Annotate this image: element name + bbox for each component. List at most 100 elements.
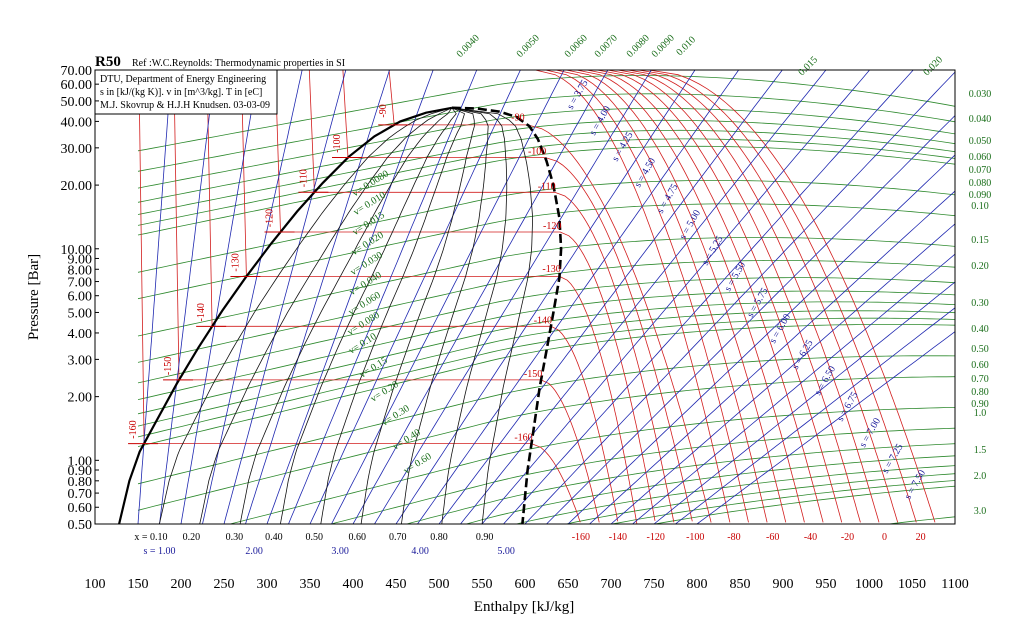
volume-label-right: 0.40: [971, 324, 989, 335]
volume-label-right: 0.15: [971, 235, 989, 246]
temperature-label: -160: [572, 532, 590, 543]
entropy-label: 4.00: [411, 546, 429, 557]
entropy-label: 3.00: [331, 546, 349, 557]
y-tick-label: 0.90: [68, 464, 93, 479]
x-tick-label: 950: [816, 577, 837, 592]
volume-curve: [137, 180, 955, 273]
volume-curve: [137, 324, 955, 447]
entropy-label-inside: s = 4.25: [610, 130, 636, 163]
isotherm-curve: [275, 70, 656, 521]
entropy-label-inside: s = 6.00: [768, 312, 794, 345]
volume-label-top: 0.0050: [515, 33, 542, 60]
y-tick-label: 20.00: [61, 179, 93, 194]
info-line-3: M.J. Skovrup & H.J.H Knudsen. 03-03-09: [100, 100, 270, 111]
saturation-temperature-label: -120: [265, 209, 276, 227]
isotherm-curve: [545, 70, 749, 523]
saturated-vapour-curve: [451, 106, 563, 524]
vapour-temperature-label: -120: [543, 221, 561, 232]
volume-label-right: 0.030: [969, 89, 992, 100]
y-tick-label: 4.00: [68, 327, 93, 342]
x-tick-label: 200: [171, 577, 192, 592]
volume-label-right: 0.20: [971, 261, 989, 272]
quality-label: 0.30: [226, 532, 244, 543]
info-box: DTU, Department of Energy Engineering s …: [94, 69, 278, 115]
isotherm-curve: [597, 70, 843, 523]
x-tick-label: 700: [601, 577, 622, 592]
saturated-liquid-curve: [118, 106, 453, 524]
quality-curve: [199, 107, 453, 524]
quality-label: 0.80: [430, 532, 448, 543]
isentrope-curve: [675, 307, 955, 524]
isentrope-curve: [395, 70, 696, 524]
x-tick-label: 600: [515, 577, 536, 592]
y-tick-label: 30.00: [61, 142, 93, 157]
isentrope-curve: [589, 190, 955, 524]
quality-curve: [451, 107, 534, 524]
x-tick-label: 150: [128, 577, 149, 592]
volume-curve: [137, 237, 955, 337]
x-tick-label: 900: [773, 577, 794, 592]
isotherm-curve: [555, 70, 768, 523]
volume-curve: [137, 119, 955, 203]
x-tick-label: 650: [558, 577, 579, 592]
chart-subtitle: Ref :W.C.Reynolds: Thermodynamic propert…: [132, 58, 345, 69]
y-tick-label: 0.80: [68, 475, 93, 490]
temperature-label: -40: [804, 532, 817, 543]
temperature-label: 20: [916, 532, 926, 543]
volume-curve: [885, 516, 955, 524]
x-tick-label: 1100: [941, 577, 968, 592]
quality-curve: [441, 107, 508, 524]
y-tick-label: 3.00: [68, 353, 93, 368]
volume-label-right: 0.040: [969, 114, 992, 125]
isotherm-curve: [566, 70, 787, 523]
isentrope-curve: [352, 70, 609, 524]
volume-curve: [137, 277, 955, 384]
volume-curve: [137, 93, 955, 172]
volume-curve: [609, 480, 955, 524]
isentrope-curve: [374, 70, 652, 524]
volume-label-right: 2.0: [974, 471, 987, 482]
isentrope-curve: [653, 281, 955, 524]
axis-ticks: 100 150 200 250 300 350 400 450 500 550 600 650 700 7…: [61, 64, 969, 592]
isentrope-curve: [696, 331, 955, 524]
temperature-label: -60: [766, 532, 779, 543]
isotherm-curve: [617, 70, 880, 523]
isotherm-curve: [576, 70, 805, 523]
volume-label-top: 0.0090: [650, 33, 677, 60]
quality-curve: [239, 107, 453, 524]
vapour-temperature-label: -90: [511, 113, 524, 124]
isotherm-curve: [308, 70, 675, 523]
isentrope-curve: [610, 223, 955, 524]
quality-label: 0.50: [306, 532, 324, 543]
volume-label-top: 0.015: [796, 54, 820, 78]
isotherm-curve: [173, 70, 600, 523]
isentrope-curve: [159, 70, 216, 524]
isentrope-curve: [503, 70, 914, 524]
volume-label-right: 0.80: [971, 387, 989, 398]
vapour-temperature-label: -160: [514, 433, 532, 444]
isotherm-curve: [206, 70, 619, 522]
quality-curve: [360, 107, 475, 524]
volume-curve: [464, 455, 955, 524]
volume-curve: [329, 427, 955, 524]
isentrope-curve: [223, 70, 347, 524]
volume-label-right: 0.050: [969, 136, 992, 147]
volume-curve: [938, 568, 955, 570]
x-tick-label: 100: [85, 577, 106, 592]
volume-curve: [405, 443, 955, 524]
volume-label-right: 0.080: [969, 178, 992, 189]
isentrope-curve: [266, 70, 434, 524]
volume-curve: [137, 260, 955, 363]
vapour-temperature-label: -140: [534, 315, 552, 326]
isotherm-curve: [607, 70, 861, 523]
x-tick-label: 1000: [855, 577, 883, 592]
volume-label-right: 1.5: [974, 445, 987, 456]
volume-label-inside: v= 0.20: [369, 379, 401, 405]
y-tick-label: 1.00: [68, 454, 93, 469]
quality-curve: [280, 107, 457, 524]
x-tick-label: 750: [644, 577, 665, 592]
quality-label: 0.20: [183, 532, 201, 543]
y-tick-label: 6.00: [68, 290, 93, 305]
temperature-label: -100: [686, 532, 704, 543]
